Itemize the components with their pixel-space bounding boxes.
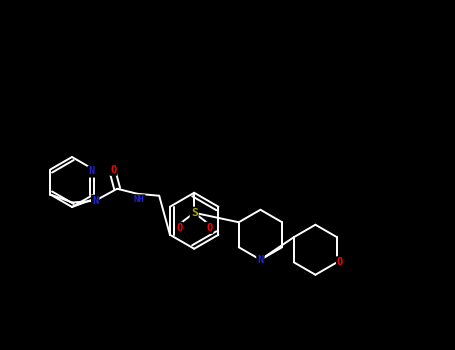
Text: O: O	[110, 165, 116, 175]
Text: O: O	[337, 257, 343, 267]
Text: S: S	[191, 208, 197, 218]
Text: N: N	[92, 196, 98, 206]
Text: NH: NH	[134, 195, 145, 204]
Text: N: N	[257, 255, 263, 265]
Text: O: O	[206, 223, 212, 233]
Text: O: O	[176, 223, 182, 233]
Text: N: N	[89, 167, 95, 176]
